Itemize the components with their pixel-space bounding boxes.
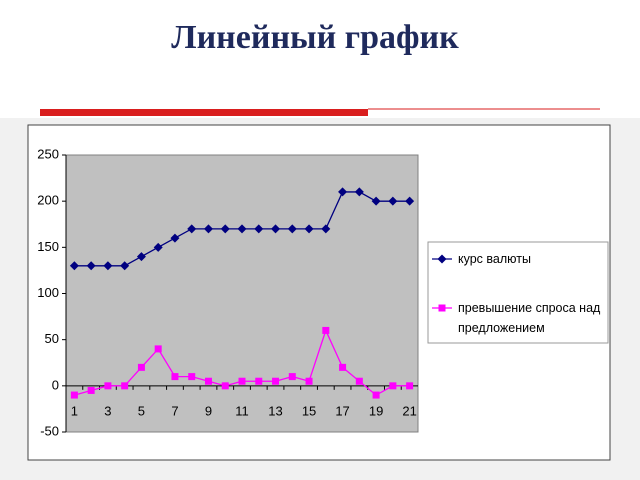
legend-label: курс валюты — [458, 252, 531, 266]
data-point — [120, 261, 130, 271]
y-tick-label: -50 — [40, 423, 59, 438]
data-point — [388, 196, 398, 206]
data-point — [137, 363, 145, 371]
data-point — [103, 261, 113, 271]
data-point — [171, 373, 179, 381]
data-point — [187, 224, 197, 234]
data-point — [305, 377, 313, 385]
x-tick-label: 9 — [205, 403, 212, 418]
data-point — [338, 187, 348, 197]
data-point — [389, 382, 397, 390]
legend-label: превышение спроса над предложением — [458, 301, 601, 335]
data-point — [87, 386, 95, 394]
data-point — [304, 224, 314, 234]
data-point — [271, 224, 281, 234]
data-point — [339, 363, 347, 371]
data-point — [287, 224, 297, 234]
chart-title: Линейный график — [171, 19, 459, 56]
y-tick-label: 100 — [37, 285, 59, 300]
x-tick-label: 1 — [71, 403, 78, 418]
data-point — [220, 224, 230, 234]
y-tick-label: 200 — [37, 193, 59, 208]
legend-swatch — [438, 304, 446, 312]
data-point — [136, 252, 146, 262]
data-point — [255, 377, 263, 385]
data-point — [104, 382, 112, 390]
data-point — [204, 377, 212, 385]
data-point — [406, 382, 414, 390]
x-tick-label: 11 — [235, 403, 249, 418]
y-tick-label: 150 — [37, 239, 59, 254]
data-point — [272, 377, 280, 385]
x-tick-label: 15 — [302, 403, 316, 418]
data-point — [86, 261, 96, 271]
x-tick-label: 3 — [104, 403, 111, 418]
data-point — [321, 224, 331, 234]
data-point — [203, 224, 213, 234]
legend-entry: превышение спроса над предложением — [458, 301, 601, 335]
data-point — [372, 391, 380, 399]
data-point — [238, 377, 246, 385]
data-point — [355, 377, 363, 385]
x-tick-label: 21 — [402, 403, 416, 418]
data-point — [188, 373, 196, 381]
legend-entry: курс валюты — [458, 252, 531, 266]
data-point — [153, 242, 163, 252]
data-point — [288, 373, 296, 381]
x-tick-label: 7 — [171, 403, 178, 418]
data-point — [121, 382, 129, 390]
legend-swatch — [437, 254, 447, 264]
data-point — [405, 196, 415, 206]
y-tick-label: 250 — [37, 146, 59, 161]
y-tick-label: 50 — [45, 331, 59, 346]
x-tick-label: 5 — [138, 403, 145, 418]
data-point — [322, 326, 330, 334]
data-point — [354, 187, 364, 197]
data-point — [371, 196, 381, 206]
x-tick-label: 17 — [335, 403, 349, 418]
plot-area — [65, 154, 419, 433]
data-point — [154, 345, 162, 353]
data-point — [69, 261, 79, 271]
y-tick-label: 0 — [52, 377, 59, 392]
data-point — [254, 224, 264, 234]
x-tick-label: 19 — [369, 403, 383, 418]
x-tick-label: 13 — [268, 403, 282, 418]
title-rule — [40, 109, 368, 116]
data-point — [170, 233, 180, 243]
legend — [427, 241, 609, 344]
data-point — [221, 382, 229, 390]
data-point — [70, 391, 78, 399]
data-point — [237, 224, 247, 234]
